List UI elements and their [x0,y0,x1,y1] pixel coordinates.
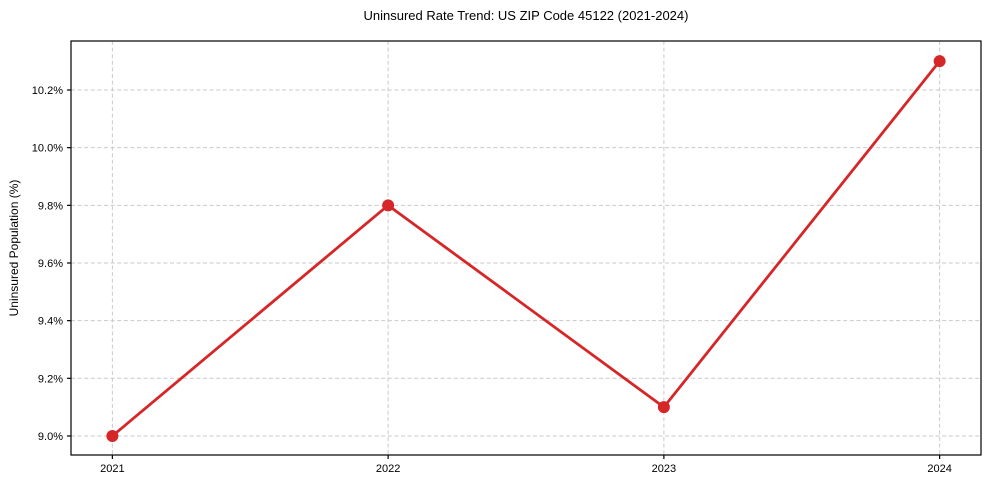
plot-border [70,40,982,456]
y-tick-label: 9.4% [38,316,63,328]
trend-line [110,59,942,438]
y-tick-label: 9.2% [38,373,63,385]
data-point [933,55,946,68]
x-tick-label: 2024 [927,463,951,475]
chart-title: Uninsured Rate Trend: US ZIP Code 45122 … [363,8,689,23]
y-tick-label: 10.0% [32,143,63,155]
x-tick-label: 2023 [652,463,676,475]
x-tick-label: 2021 [100,463,124,475]
data-point [106,429,119,442]
x-tick-label: 2022 [376,463,400,475]
y-tick-label: 9.8% [38,200,63,212]
y-tick-label: 9.6% [38,258,63,270]
data-point [382,199,395,212]
y-tick-label: 10.2% [32,85,63,97]
data-point [657,401,670,414]
y-tick-label: 9.0% [38,431,63,443]
